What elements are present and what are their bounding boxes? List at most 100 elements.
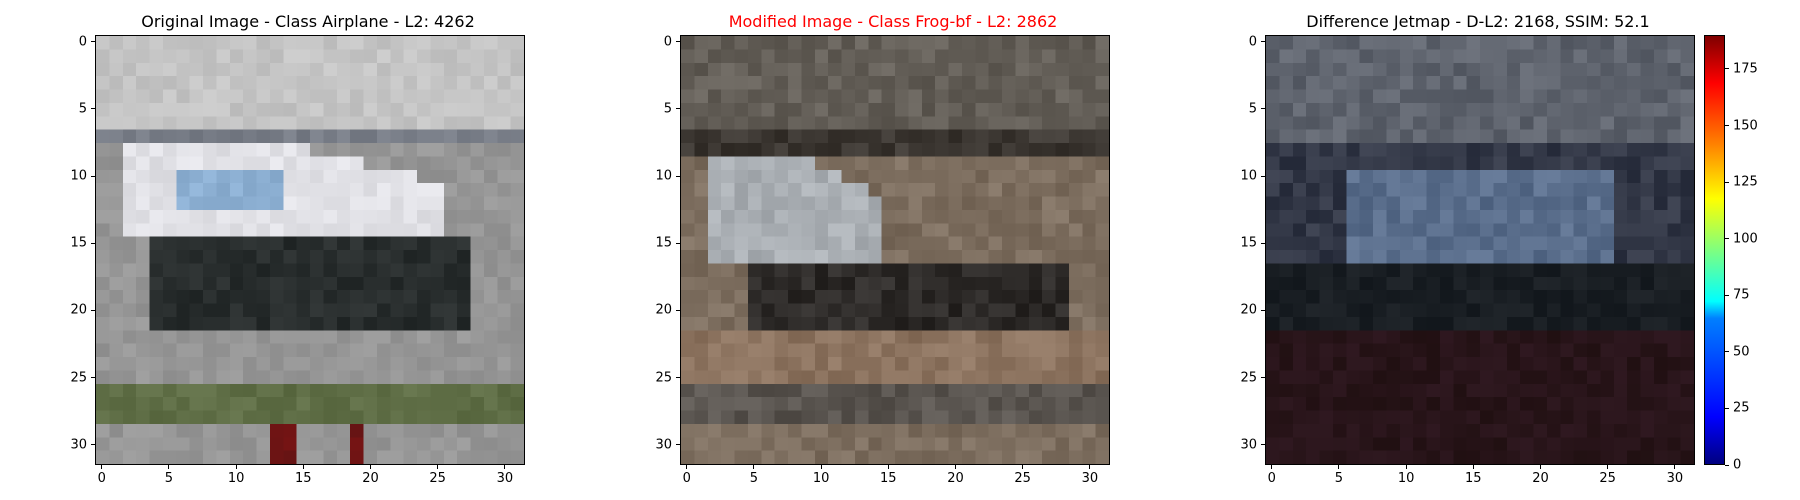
y-tick-mark — [676, 242, 680, 244]
pixel-cell — [1506, 263, 1521, 278]
pixel-cell — [1413, 156, 1427, 171]
pixel-cell — [1466, 370, 1481, 385]
x-tick-mark — [1607, 465, 1609, 469]
pixel-cell — [1453, 102, 1467, 117]
pixel-cell — [310, 129, 324, 144]
pixel-cell — [1292, 116, 1307, 130]
pixel-cell — [1279, 36, 1294, 50]
pixel-cell — [814, 357, 829, 371]
pixel-cell — [189, 49, 204, 64]
pixel-cell — [1426, 437, 1441, 451]
pixel-cell — [376, 156, 391, 171]
pixel-cell — [1399, 397, 1414, 411]
pixel-cell — [336, 196, 351, 211]
pixel-cell — [1332, 183, 1347, 197]
pixel-cell — [1413, 437, 1427, 451]
pixel-cell — [1292, 370, 1307, 385]
pixel-cell — [1373, 397, 1387, 411]
pixel-cell — [296, 316, 311, 331]
pixel-cell — [1002, 250, 1016, 264]
pixel-cell — [336, 276, 351, 291]
pixel-cell — [1600, 437, 1615, 451]
pixel-cell — [1533, 276, 1548, 291]
pixel-cell — [921, 450, 936, 464]
pixel-cell — [256, 316, 271, 331]
pixel-cell — [1506, 290, 1521, 304]
pixel-cell — [510, 116, 524, 130]
pixel-cell — [1292, 397, 1307, 411]
x-tick-label: 30 — [496, 471, 514, 486]
pixel-cell — [1413, 290, 1427, 304]
x-tick-mark — [1674, 465, 1676, 469]
pixel-cell — [707, 89, 722, 104]
pixel-cell — [1095, 437, 1109, 451]
pixel-cell — [868, 330, 882, 344]
colorbar-tick-label: 125 — [1733, 174, 1758, 190]
pixel-cell — [908, 303, 923, 318]
pixel-cell — [96, 357, 110, 371]
pixel-cell — [1279, 276, 1294, 291]
pixel-cell — [1627, 196, 1641, 211]
pixel-cell — [1640, 169, 1655, 184]
pixel-cell — [935, 250, 949, 264]
pixel-cell — [1319, 49, 1334, 64]
pixel-cell — [269, 196, 284, 211]
pixel-cell — [1680, 76, 1694, 90]
pixel-cell — [921, 169, 936, 184]
pixel-cell — [136, 236, 150, 251]
pixel-cell — [376, 129, 391, 144]
pixel-cell — [96, 169, 110, 184]
pixel-cell — [1068, 343, 1083, 358]
pixel-cell — [1359, 276, 1374, 291]
pixel-cell — [1359, 116, 1374, 130]
pixel-cell — [1600, 343, 1615, 358]
pixel-cell — [1520, 303, 1534, 318]
pixel-cell — [96, 383, 110, 398]
pixel-cell — [761, 250, 775, 264]
x-tick-mark — [101, 465, 103, 469]
pixel-cell — [734, 36, 749, 50]
pixel-cell — [350, 250, 364, 264]
pixel-cell — [376, 116, 391, 130]
pixel-cell — [1573, 76, 1588, 90]
pixel-cell — [948, 303, 963, 318]
pixel-cell — [470, 263, 485, 278]
pixel-cell — [694, 263, 709, 278]
pixel-cell — [1426, 410, 1441, 425]
pixel-cell — [417, 209, 431, 224]
pixel-cell — [483, 169, 498, 184]
pixel-cell — [417, 343, 431, 358]
pixel-cell — [747, 450, 762, 464]
pixel-cell — [1480, 276, 1494, 291]
pixel-cell — [1386, 183, 1401, 197]
pixel-cell — [216, 89, 231, 104]
pixel-cell — [988, 383, 1003, 398]
pixel-cell — [961, 89, 976, 104]
pixel-cell — [1627, 316, 1641, 331]
pixel-cell — [1627, 76, 1641, 90]
pixel-cell — [1095, 450, 1109, 464]
pixel-cell — [814, 383, 829, 398]
pixel-cell — [694, 196, 709, 211]
y-tick-label: 20 — [1240, 302, 1257, 318]
pixel-cell — [1493, 62, 1508, 77]
pixel-cell — [323, 62, 338, 77]
pixel-cell — [1399, 276, 1414, 291]
pixel-cell — [243, 129, 257, 144]
pixel-cell — [256, 276, 271, 291]
pixel-cell — [176, 116, 190, 130]
pixel-cell — [761, 357, 775, 371]
pixel-cell — [1346, 116, 1360, 130]
pixel-cell — [1506, 223, 1521, 237]
pixel-cell — [1506, 89, 1521, 104]
pixel-cell — [1680, 316, 1694, 331]
pixel-cell — [243, 290, 257, 304]
y-tick-mark — [91, 309, 95, 311]
pixel-cell — [1680, 223, 1694, 237]
colorbar-tick-mark — [1725, 351, 1729, 353]
pixel-cell — [1667, 290, 1681, 304]
pixel-cell — [443, 437, 458, 451]
pixel-cell — [788, 49, 802, 64]
pixel-cell — [854, 370, 869, 385]
pixel-cell — [774, 303, 789, 318]
